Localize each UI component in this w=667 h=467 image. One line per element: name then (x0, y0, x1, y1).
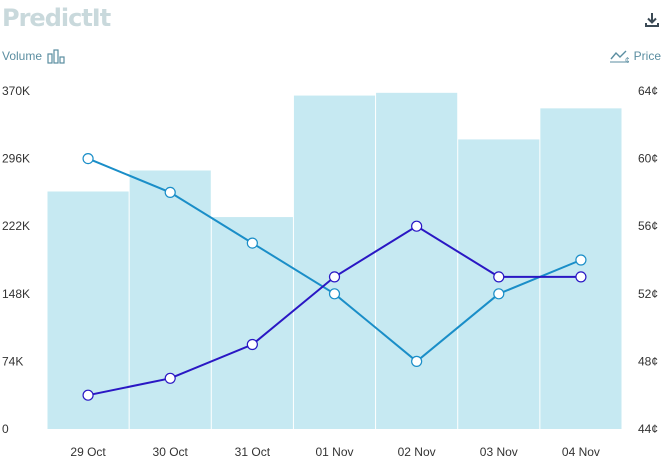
volume-bar (129, 170, 211, 429)
x-tick-label: 03 Nov (480, 445, 518, 459)
download-button[interactable] (643, 10, 661, 30)
x-tick-label: 04 Nov (562, 445, 600, 459)
price-point (411, 355, 423, 367)
volume-bar (211, 217, 293, 429)
x-tick-label: 31 Oct (235, 445, 271, 459)
x-tick-label: 02 Nov (398, 445, 436, 459)
download-icon (645, 13, 659, 27)
volume-bar (540, 108, 622, 430)
price-point (164, 186, 176, 198)
price-point (246, 338, 258, 351)
price-point (493, 288, 505, 300)
price-point (328, 288, 341, 300)
y-right-tick-label: 44¢ (638, 422, 658, 436)
price-point (493, 271, 505, 283)
y-left-tick-label: 296K (2, 152, 30, 166)
y-left-tick-label: 222K (2, 219, 30, 233)
predictit-logo: PredictIt (2, 4, 111, 32)
price-point (246, 237, 258, 249)
y-right-tick-label: 64¢ (638, 84, 658, 98)
price-point (575, 271, 587, 283)
bar-chart-icon (47, 49, 65, 64)
volume-legend: Volume (2, 47, 66, 65)
price-point (575, 254, 587, 266)
price-point (164, 372, 176, 384)
y-right-tick-label: 48¢ (638, 354, 658, 368)
price-legend-label: Price (633, 49, 661, 63)
y-right-tick-label: 60¢ (638, 152, 658, 166)
x-tick-label: 01 Nov (315, 445, 353, 459)
price-point (411, 220, 423, 232)
volume-legend-label: Volume (2, 49, 43, 63)
x-tick-label: 30 Oct (153, 445, 189, 459)
volume-bar (376, 92, 458, 429)
y-left-tick-label: 148K (2, 287, 30, 301)
price-legend: ¢ Price (609, 47, 661, 65)
y-right-tick-label: 56¢ (638, 219, 658, 233)
y-left-tick-label: 370K (2, 84, 30, 98)
price-point (82, 389, 94, 401)
price-point (82, 153, 94, 165)
volume-bar (458, 139, 540, 430)
line-chart-icon: ¢ (609, 50, 629, 64)
volume-bar (293, 95, 376, 429)
svg-text:¢: ¢ (625, 56, 629, 64)
y-left-tick-label: 0 (2, 422, 9, 436)
price-point (328, 271, 341, 283)
y-left-tick-label: 74K (2, 354, 23, 368)
y-right-tick-label: 52¢ (638, 287, 658, 301)
x-tick-label: 29 Oct (70, 445, 106, 459)
